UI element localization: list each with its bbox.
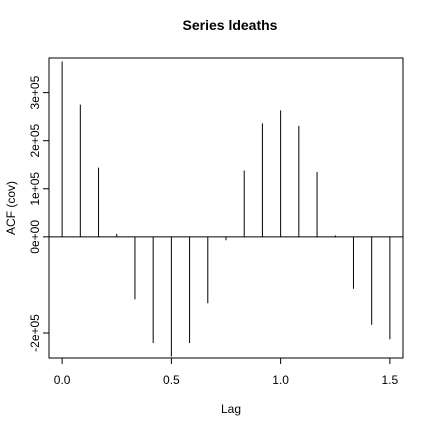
y-axis-label: ACF (cov) xyxy=(4,181,18,235)
x-tick-label: 0.0 xyxy=(54,373,71,387)
plot-frame xyxy=(48,57,404,359)
chart-title: Series ldeaths xyxy=(183,17,278,33)
y-axis: -2e+05 0e+00 1e+05 2e+05 3e+05 xyxy=(28,75,49,352)
x-tick-label: 0.5 xyxy=(163,373,180,387)
y-tick-label: -2e+05 xyxy=(28,314,42,352)
y-tick-label: 1e+05 xyxy=(28,172,42,206)
x-tick-label: 1.0 xyxy=(272,373,289,387)
x-axis-label: Lag xyxy=(221,402,241,416)
x-axis: 0.0 0.5 1.0 1.5 xyxy=(54,358,399,387)
y-tick-label: 2e+05 xyxy=(28,124,42,158)
x-tick-label: 1.5 xyxy=(382,373,399,387)
plot-area xyxy=(49,61,403,357)
y-tick-label: 0e+00 xyxy=(28,220,42,254)
y-tick-label: 3e+05 xyxy=(28,75,42,109)
